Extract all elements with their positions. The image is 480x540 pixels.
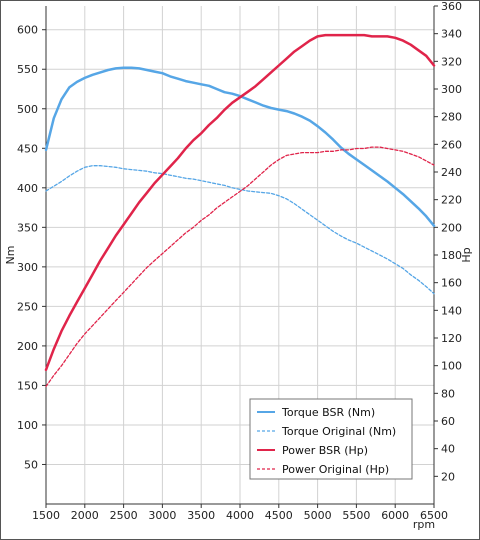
- x-tick-label: 4000: [226, 509, 254, 522]
- legend-label-power-bsr-hp: Power BSR (Hp): [282, 444, 368, 457]
- axes: 1500 2000 2500 3000 3500 4000 4500 5000 5500 6000…: [4, 0, 473, 531]
- y-left-tick-label: 450: [17, 142, 38, 155]
- x-tick-label: 1500: [32, 509, 60, 522]
- y-right-tick-label: 180: [441, 249, 462, 262]
- y-left-tick-label: 500: [17, 103, 38, 116]
- y-left-tick-label: 50: [24, 458, 38, 471]
- series-line-power-bsr-hp: [44, 33, 436, 372]
- y-right-tick-label: 220: [441, 194, 462, 207]
- y-left-axis-title: Nm: [4, 246, 17, 265]
- x-tick-label: 6000: [381, 509, 409, 522]
- y-left-tick-label: 400: [17, 182, 38, 195]
- x-tick-label: 6500: [420, 509, 448, 522]
- y-left-tick-label: 300: [17, 261, 38, 274]
- y-right-tick-label: 160: [441, 277, 462, 290]
- y-right-tick-label: 80: [441, 387, 455, 400]
- legend-label-torque-original-nm: Torque Original (Nm): [281, 425, 396, 438]
- y-left-tick-label: 350: [17, 221, 38, 234]
- x-axis-title: rpm: [413, 518, 435, 531]
- y-right-tick-label: 20: [441, 470, 455, 483]
- x-tick-label: 3500: [187, 509, 215, 522]
- y-left-tick-label: 250: [17, 300, 38, 313]
- y-right-tick-label: 280: [441, 111, 462, 124]
- legend: Torque BSR (Nm) Torque Original (Nm) Power…: [249, 398, 413, 480]
- y-right-axis-title: Hp: [460, 247, 473, 262]
- y-right-tick-label: 360: [441, 0, 462, 13]
- y-right-tick-label: 240: [441, 166, 462, 179]
- x-tick-label: 2000: [71, 509, 99, 522]
- y-right-tick-label: 300: [441, 83, 462, 96]
- series-line-power-original-hp: [45, 146, 435, 388]
- x-tick-label: 3000: [148, 509, 176, 522]
- y-left-tick-label: 600: [17, 24, 38, 37]
- x-tick-label: 5000: [304, 509, 332, 522]
- x-tick-label: 4500: [265, 509, 293, 522]
- y-right-tick-label: 100: [441, 360, 462, 373]
- series-line-torque-original-nm: [45, 165, 435, 295]
- y-right-tick-label: 340: [441, 28, 462, 41]
- series-lines: [44, 33, 436, 388]
- grid: [45, 6, 435, 504]
- y-right-tick-label: 40: [441, 443, 455, 456]
- y-left-tick-label: 200: [17, 340, 38, 353]
- y-right-tick-label: 320: [441, 55, 462, 68]
- y-right-tick-label: 120: [441, 332, 462, 345]
- y-right-tick-label: 60: [441, 415, 455, 428]
- y-right-tick-label: 260: [441, 138, 462, 151]
- x-tick-label: 5500: [342, 509, 370, 522]
- x-tick-label: 2500: [110, 509, 138, 522]
- y-left-tick-label: 100: [17, 419, 38, 432]
- y-left-tick-label: 150: [17, 379, 38, 392]
- legend-label-power-original-hp: Power Original (Hp): [282, 463, 389, 476]
- y-right-tick-label: 200: [441, 221, 462, 234]
- y-left-tick-label: 550: [17, 63, 38, 76]
- legend-box: [249, 398, 413, 480]
- y-right-tick-label: 140: [441, 304, 462, 317]
- legend-label-torque-bsr-nm: Torque BSR (Nm): [281, 406, 375, 419]
